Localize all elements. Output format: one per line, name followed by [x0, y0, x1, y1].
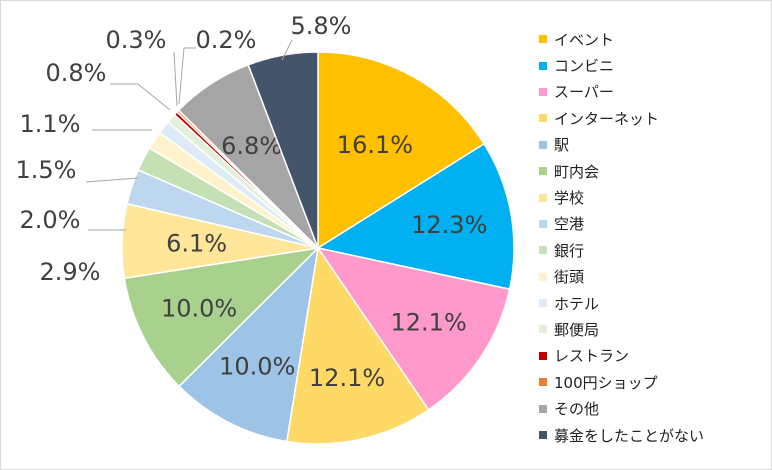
legend-swatch: [538, 430, 548, 441]
legend-swatch: [538, 218, 548, 229]
legend-item: 100円ショップ: [538, 369, 768, 395]
legend-label: 募金をしたことがない: [554, 426, 705, 445]
slice-data-label: 12.3%: [411, 211, 487, 239]
legend-item: 募金をしたことがない: [538, 422, 768, 448]
legend-item: イベント: [538, 26, 768, 52]
legend-label: 街頭: [554, 268, 585, 287]
legend-label: 100円ショップ: [554, 373, 658, 392]
legend-swatch: [538, 34, 548, 45]
pie-slice: [178, 245, 320, 443]
slice-data-label: 12.1%: [391, 308, 467, 336]
legend-label: その他: [554, 400, 600, 419]
legend-swatch: [538, 86, 548, 97]
slice-data-label: 10.0%: [219, 353, 295, 381]
legend-label: 学校: [554, 189, 585, 208]
leader-line: [178, 47, 196, 105]
slice-data-label: 0.8%: [46, 59, 107, 87]
legend-item: 銀行: [538, 237, 768, 263]
slice-data-label: 12.1%: [309, 364, 385, 392]
legend-item: コンビニ: [538, 52, 768, 78]
legend-item: インターネット: [538, 105, 768, 131]
legend-item: その他: [538, 395, 768, 421]
legend-item: スーパー: [538, 79, 768, 105]
legend-swatch: [538, 271, 548, 282]
slice-data-label: 2.0%: [20, 206, 81, 234]
legend-item: 学校: [538, 184, 768, 210]
legend-swatch: [538, 377, 548, 388]
leader-line: [85, 177, 139, 183]
legend-item: ホテル: [538, 290, 768, 316]
legend-label: ホテル: [554, 294, 600, 313]
legend-swatch: [538, 324, 548, 335]
legend-label: 駅: [554, 136, 570, 155]
legend-swatch: [538, 245, 548, 256]
legend-swatch: [538, 298, 548, 309]
legend-swatch: [538, 166, 548, 177]
pie-slice: [285, 246, 430, 445]
slice-data-label: 0.3%: [106, 26, 167, 54]
slice-data-label: 1.5%: [16, 156, 77, 184]
slice-data-label: 10.0%: [161, 294, 237, 322]
legend-item: 町内会: [538, 158, 768, 184]
legend-label: イベント: [554, 30, 615, 49]
legend-label: 郵便局: [554, 320, 600, 339]
legend-swatch: [538, 113, 548, 124]
legend-label: スーパー: [554, 83, 614, 102]
legend-swatch: [538, 60, 548, 71]
legend-swatch: [538, 403, 548, 414]
legend-item: 郵便局: [538, 316, 768, 342]
slice-data-label: 2.9%: [40, 258, 101, 286]
pie-slice: [316, 246, 511, 411]
legend-label: コンビニ: [554, 57, 615, 76]
legend-item: 空港: [538, 211, 768, 237]
slice-data-label: 16.1%: [337, 131, 413, 159]
legend-label: 空港: [554, 215, 585, 234]
legend-label: 銀行: [554, 241, 585, 260]
legend-swatch: [538, 192, 548, 203]
pie-slice: [123, 246, 321, 388]
leader-line: [110, 83, 171, 111]
pie-slice: [247, 51, 319, 249]
leader-line: [281, 39, 293, 61]
pie-slice: [316, 142, 515, 291]
leader-line: [173, 51, 178, 107]
slice-data-label: 6.8%: [221, 132, 282, 160]
slice-data-label: 5.8%: [291, 12, 352, 40]
legend-label: 町内会: [554, 162, 600, 181]
slice-data-label: 6.1%: [166, 230, 227, 258]
slice-data-label: 1.1%: [20, 110, 81, 138]
legend-label: インターネット: [554, 109, 660, 128]
legend: イベントコンビニスーパーインターネット駅町内会学校空港銀行街頭ホテル郵便局レスト…: [538, 26, 768, 448]
legend-swatch: [538, 139, 548, 150]
legend-item: 駅: [538, 132, 768, 158]
legend-swatch: [538, 350, 548, 361]
slice-data-label: 0.2%: [196, 26, 257, 54]
pie-slice: [317, 51, 486, 250]
legend-label: レストラン: [554, 347, 630, 366]
legend-item: 街頭: [538, 264, 768, 290]
legend-item: レストラン: [538, 343, 768, 369]
